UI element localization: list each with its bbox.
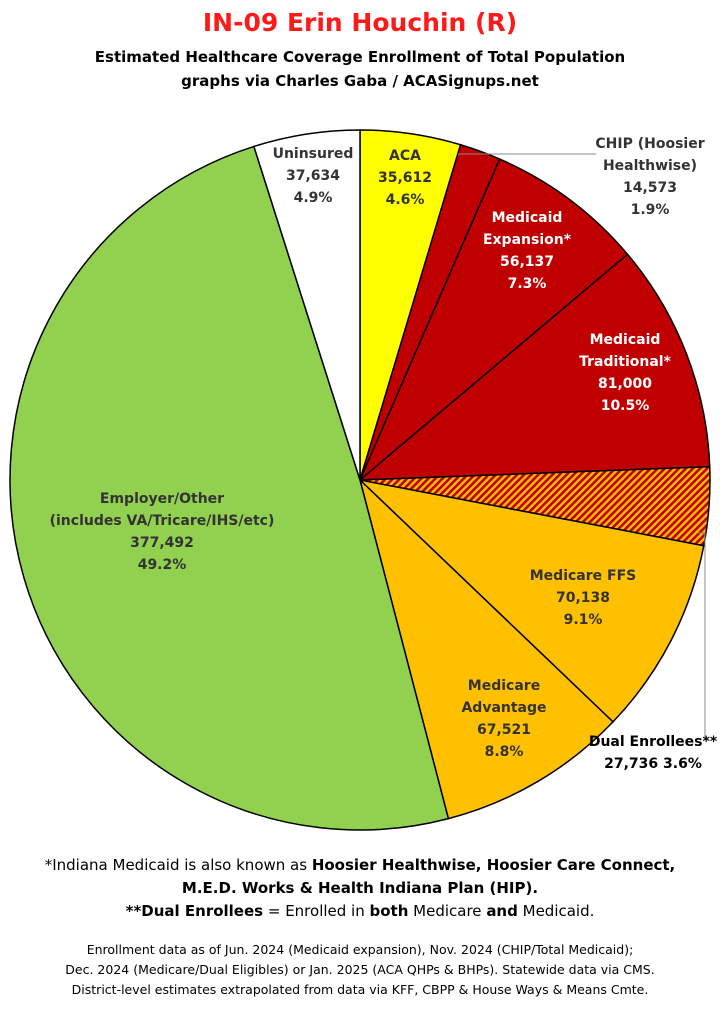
chart-subtitle: Estimated Healthcare Coverage Enrollment… bbox=[94, 48, 626, 66]
label-uninsured: Uninsured 37,634 4.9% bbox=[273, 146, 354, 206]
source-note-2: Dec. 2024 (Medicare/Dual Eligibles) or J… bbox=[65, 962, 655, 977]
label-employer-other-includes-va-tricare-ihs-etc: Employer/Other (includes VA/Tricare/IHS/e… bbox=[50, 491, 275, 573]
chart-title: IN-09 Erin Houchin (R) bbox=[202, 8, 518, 37]
label-medicare-advantage: Medicare Advantage 67,521 8.8% bbox=[461, 678, 546, 760]
slice-labels: ACA 35,612 4.6% CHIP (Hoosier Healthwise) 14,… bbox=[50, 136, 718, 772]
label-medicare-ffs: Medicare FFS 70,138 9.1% bbox=[530, 568, 636, 628]
source-note-3: District-level estimates extrapolated fr… bbox=[71, 982, 649, 997]
slice-employer-other-includes-va-tricare-ihs-etc bbox=[9, 145, 450, 831]
slice-medicaid-expansion bbox=[359, 158, 629, 481]
slice-medicare-ffs bbox=[357, 478, 705, 723]
footnote-dual-enrollees: **Dual Enrollees = Enrolled in both Medi… bbox=[125, 902, 595, 920]
slice-medicaid-traditional bbox=[357, 253, 711, 481]
leader-dual-enrollees bbox=[697, 532, 706, 740]
pie-chart: ACA 35,612 4.6% CHIP (Hoosier Healthwise) 14,… bbox=[9, 129, 718, 831]
footnote-medicaid-names-2: M.E.D. Works & Health Indiana Plan (HIP)… bbox=[181, 879, 539, 897]
label-chip-hoosier-healthwise: CHIP (Hoosier Healthwise) 14,573 1.9% bbox=[595, 136, 704, 218]
leader-lines bbox=[458, 153, 706, 740]
pie-slices bbox=[9, 129, 711, 831]
label-aca: ACA 35,612 4.6% bbox=[378, 148, 432, 208]
label-dual-enrollees: Dual Enrollees** 27,736 3.6% bbox=[589, 734, 718, 772]
slice-medicare-advantage bbox=[358, 477, 615, 820]
chart-credit: graphs via Charles Gaba / ACASignups.net bbox=[181, 72, 539, 90]
slice-uninsured bbox=[252, 129, 361, 481]
label-medicaid-traditional: Medicaid Traditional* 81,000 10.5% bbox=[579, 332, 672, 414]
label-medicaid-expansion: Medicaid Expansion* 56,137 7.3% bbox=[483, 210, 572, 292]
source-note-1: Enrollment data as of Jun. 2024 (Medicai… bbox=[86, 942, 634, 957]
footnote-medicaid-names: *Indiana Medicaid is also known as Hoosi… bbox=[44, 856, 676, 874]
